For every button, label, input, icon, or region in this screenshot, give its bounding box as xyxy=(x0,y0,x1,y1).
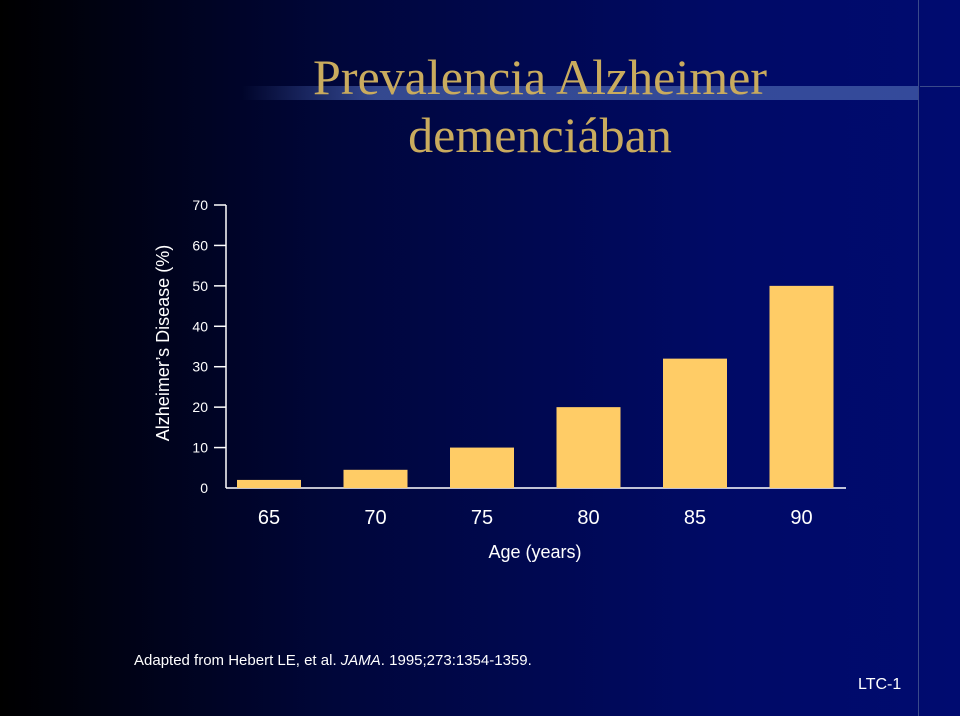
citation: Adapted from Hebert LE, et al. JAMA. 199… xyxy=(134,652,532,669)
y-tick-label: 30 xyxy=(192,359,208,375)
bar xyxy=(556,407,621,488)
y-tick-label: 0 xyxy=(200,480,208,496)
bar xyxy=(237,479,301,488)
slide-edge-line xyxy=(918,0,919,716)
y-tick-label: 60 xyxy=(192,237,208,253)
title-accent-bar xyxy=(242,86,918,100)
x-tick-label: 75 xyxy=(471,507,493,529)
y-tick-label: 70 xyxy=(192,197,208,213)
x-tick-label: 70 xyxy=(364,507,386,529)
citation-details: . 1995;273:1354-1359. xyxy=(380,652,532,669)
citation-authors: Adapted from Hebert LE, et al. xyxy=(134,652,341,669)
slide-title: Prevalencia Alzheimer demenciában xyxy=(180,48,900,164)
bar xyxy=(450,447,514,488)
y-tick-label: 50 xyxy=(192,278,208,294)
slide-edge-line-horizontal xyxy=(920,86,960,87)
bar xyxy=(769,285,834,488)
bar xyxy=(663,358,727,488)
slide-title-line-2: demenciában xyxy=(408,107,672,163)
slide-code: LTC-1 xyxy=(858,676,902,693)
y-tick-label: 20 xyxy=(192,399,208,415)
x-axis-label: Age (years) xyxy=(488,542,581,562)
bar xyxy=(343,469,408,488)
x-tick-label: 80 xyxy=(577,507,599,529)
slide-title-line-1: Prevalencia Alzheimer xyxy=(313,49,767,105)
y-tick-label: 40 xyxy=(192,318,208,334)
x-tick-label: 65 xyxy=(258,507,280,529)
x-tick-label: 85 xyxy=(684,507,706,529)
y-tick-label: 10 xyxy=(192,440,208,456)
y-axis-label: Alzheimer’s Disease (%) xyxy=(153,245,173,441)
citation-journal: JAMA xyxy=(340,652,381,669)
x-tick-label: 90 xyxy=(790,507,812,529)
